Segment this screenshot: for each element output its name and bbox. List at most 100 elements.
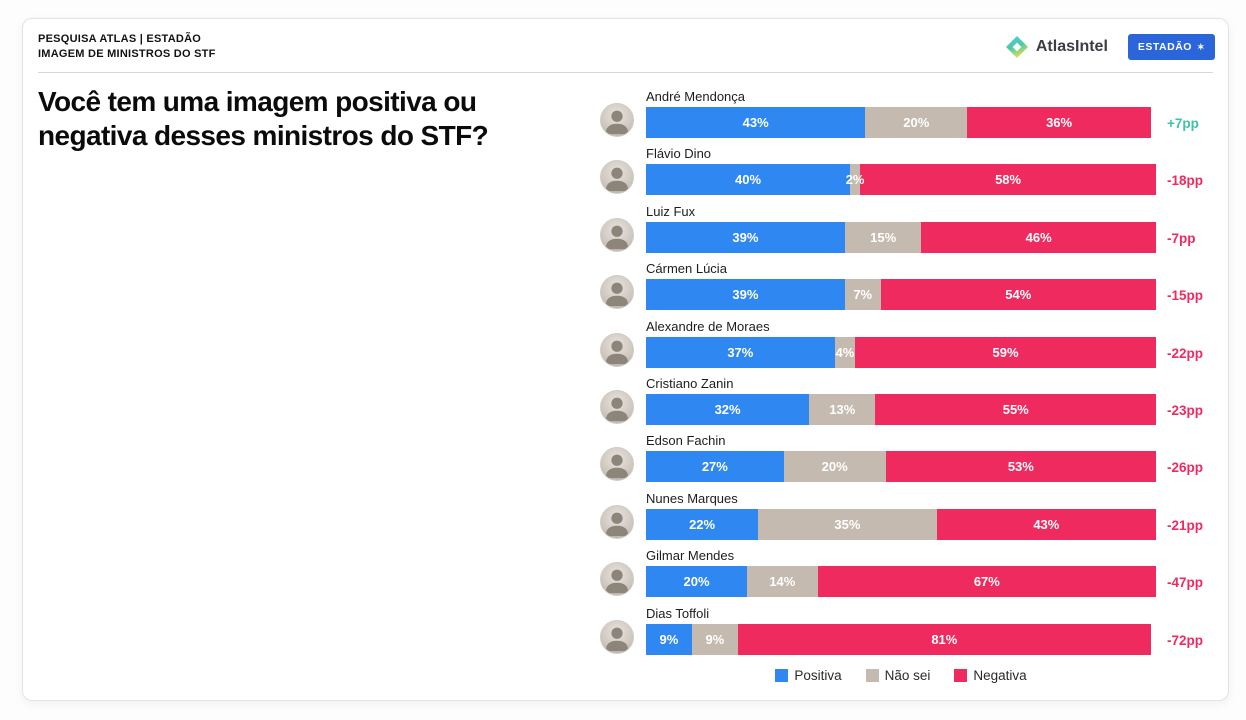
- net-score: -7pp: [1167, 230, 1196, 246]
- minister-name: Alexandre de Moraes: [646, 318, 770, 334]
- bar-segment-negativa: 54%: [880, 279, 1156, 311]
- minister-name: Cármen Lúcia: [646, 261, 727, 277]
- minister-row: Cármen Lúcia 39% 7% 54% -15pp: [599, 260, 1229, 317]
- minister-row: Edson Fachin 27% 20% 53% -26pp: [599, 432, 1229, 489]
- bar-segment-positiva: 9%: [646, 623, 692, 655]
- minister-row: Cristiano Zanin 32% 13% 55% -23pp: [599, 375, 1229, 432]
- estadao-badge: ESTADÃO ✶: [1127, 34, 1215, 60]
- header-title: PESQUISA ATLAS | ESTADÃO IMAGEM DE MINIS…: [38, 32, 216, 62]
- bar-segment-negativa: 59%: [855, 336, 1156, 368]
- bar-segment-negativa: 81%: [737, 623, 1151, 655]
- bar-value-label: 67%: [973, 574, 1000, 590]
- bar-value-label: 14%: [769, 574, 796, 590]
- bar-value-label: 39%: [732, 287, 759, 303]
- header-line-1: PESQUISA ATLAS | ESTADÃO: [38, 33, 202, 45]
- stacked-bar: 40% 2% 58%: [646, 164, 1156, 196]
- minister-name: André Mendonça: [646, 89, 746, 104]
- bar-segment-negativa: 46%: [921, 221, 1156, 253]
- stacked-bar: 32% 13% 55%: [646, 393, 1156, 425]
- bar-value-label: 40%: [734, 172, 762, 188]
- bar-segment-positiva: 27%: [646, 451, 784, 483]
- minister-avatar: [600, 332, 634, 367]
- minister-avatar: [600, 504, 634, 539]
- bar-segment-negativa: 58%: [860, 164, 1156, 196]
- minister-avatar: [600, 217, 634, 252]
- bar-segment-não-sei: 4%: [834, 336, 856, 368]
- header-divider: [38, 72, 1213, 73]
- bar-segment-positiva: 40%: [646, 164, 850, 196]
- estadao-badge-label: ESTADÃO: [1137, 41, 1192, 53]
- minister-avatar: [600, 619, 634, 654]
- bar-value-label: 35%: [834, 516, 861, 532]
- person-icon: [605, 627, 629, 651]
- minister-name: Gilmar Mendes: [646, 548, 735, 564]
- minister-avatar: [600, 160, 634, 195]
- chart-legend: Positiva Não sei Negativa: [646, 668, 1156, 683]
- bar-value-label: 2%: [845, 172, 865, 188]
- bar-value-label: 81%: [931, 631, 958, 647]
- legend-item-não-sei: Não sei: [865, 667, 931, 683]
- question-line-1: Você tem uma imagem positiva ou: [38, 86, 477, 117]
- bar-value-label: 4%: [835, 344, 855, 360]
- estadao-mark-icon: ✶: [1196, 41, 1205, 52]
- bar-segment-não-sei: 15%: [844, 221, 922, 253]
- bar-segment-positiva: 39%: [646, 279, 845, 311]
- person-icon: [605, 454, 629, 479]
- person-icon: [605, 167, 629, 192]
- bar-segment-positiva: 39%: [646, 221, 845, 253]
- minister-name: Cristiano Zanin: [646, 375, 734, 391]
- net-score: -15pp: [1167, 288, 1204, 304]
- minister-row: Dias Toffoli 9% 9% 81% -72pp: [599, 605, 1229, 662]
- bar-value-label: 20%: [903, 115, 930, 130]
- minister-row: André Mendonça 43% 20% 36% +7pp: [599, 88, 1229, 145]
- net-score: -23pp: [1167, 402, 1204, 418]
- bar-value-label: 20%: [683, 574, 710, 590]
- bar-segment-positiva: 20%: [646, 566, 747, 598]
- bar-value-label: 13%: [829, 401, 856, 417]
- bar-segment-positiva: 22%: [646, 508, 759, 540]
- header-bar: PESQUISA ATLAS | ESTADÃO IMAGEM DE MINIS…: [38, 32, 1215, 62]
- minister-row: Alexandre de Moraes 37% 4% 59% -22pp: [599, 318, 1229, 375]
- bar-segment-não-sei: 20%: [865, 107, 968, 138]
- net-score: +7pp: [1167, 116, 1199, 131]
- stacked-bar: 27% 20% 53%: [646, 451, 1156, 483]
- bar-value-label: 54%: [1005, 287, 1032, 303]
- net-score: -22pp: [1167, 345, 1204, 361]
- bar-segment-não-sei: 7%: [844, 279, 881, 311]
- person-icon: [605, 512, 629, 536]
- minister-avatar: [600, 562, 634, 597]
- slide-card: PESQUISA ATLAS | ESTADÃO IMAGEM DE MINIS…: [22, 18, 1229, 701]
- bar-value-label: 9%: [659, 631, 679, 647]
- bar-value-label: 32%: [714, 401, 741, 417]
- net-score: -18pp: [1167, 173, 1204, 189]
- legend-label: Não sei: [884, 667, 931, 683]
- minister-avatar: [600, 103, 634, 137]
- net-score: -72pp: [1167, 632, 1204, 648]
- bar-segment-positiva: 37%: [646, 336, 835, 368]
- minister-row: Nunes Marques 22% 35% 43% -21pp: [599, 490, 1229, 547]
- bar-value-label: 55%: [1002, 401, 1029, 417]
- bar-value-label: 36%: [1046, 115, 1073, 130]
- bar-segment-não-sei: 35%: [758, 508, 937, 540]
- bar-segment-não-sei: 20%: [783, 451, 886, 483]
- bar-segment-negativa: 53%: [885, 451, 1156, 483]
- person-icon: [605, 110, 629, 135]
- minister-name: Luiz Fux: [646, 203, 696, 219]
- bar-value-label: 53%: [1007, 459, 1034, 475]
- chart-rows: André Mendonça 43% 20% 36% +7pp Flávio Dino 40…: [599, 88, 1229, 662]
- bar-value-label: 22%: [689, 516, 716, 532]
- bar-segment-não-sei: 13%: [809, 393, 876, 425]
- person-icon: [605, 569, 629, 594]
- net-score: -21pp: [1167, 517, 1204, 533]
- bar-value-label: 37%: [727, 344, 754, 360]
- bar-segment-positiva: 32%: [646, 393, 810, 425]
- atlasintel-diamond-icon: [1005, 35, 1029, 59]
- minister-name: Dias Toffoli: [646, 605, 710, 621]
- bar-value-label: 9%: [705, 631, 725, 647]
- minister-row: Gilmar Mendes 20% 14% 67% -47pp: [599, 547, 1229, 604]
- legend-swatch: [954, 668, 968, 682]
- minister-avatar: [600, 447, 634, 482]
- bar-value-label: 7%: [853, 287, 873, 303]
- bar-value-label: 59%: [992, 344, 1019, 360]
- net-score: -47pp: [1167, 575, 1204, 591]
